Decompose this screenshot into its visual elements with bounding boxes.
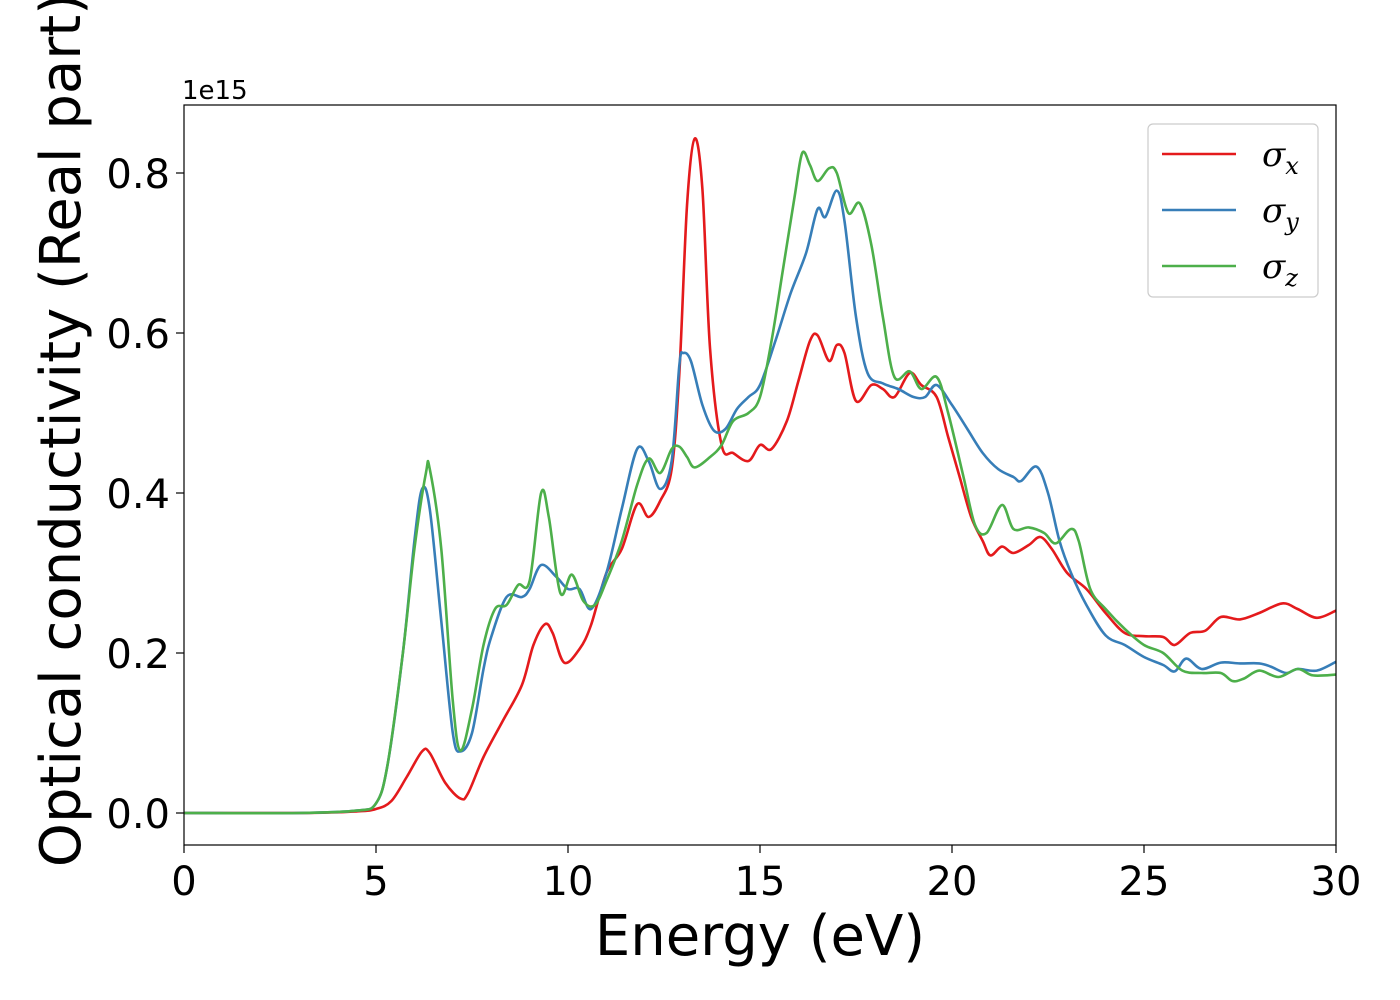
- y-tick-label: 0.4: [106, 472, 170, 518]
- plot-lines: [184, 137, 1336, 815]
- y-tick-label: 0.0: [106, 792, 170, 838]
- y-axis: 0.0 0.2 0.4 0.6 0.8: [106, 152, 184, 838]
- y-tick-label: 0.8: [106, 152, 170, 198]
- y-tick-label: 0.6: [106, 312, 170, 358]
- x-tick-label: 10: [543, 859, 594, 905]
- x-axis: 0 5 10 15 20 25 30: [171, 845, 1361, 905]
- x-tick-label: 5: [363, 859, 388, 905]
- series-line-x: [184, 137, 1336, 815]
- x-tick-label: 20: [927, 859, 978, 905]
- y-tick-label: 0.2: [106, 632, 170, 678]
- x-tick-label: 0: [171, 859, 196, 905]
- legend-label-x: σx: [1262, 135, 1299, 180]
- x-tick-label: 25: [1119, 859, 1170, 905]
- y-offset-label: 1e15: [182, 76, 248, 106]
- x-tick-label: 15: [735, 859, 786, 905]
- x-axis-title: Energy (eV): [595, 904, 925, 969]
- series-line-y: [184, 189, 1336, 815]
- x-tick-label: 30: [1311, 859, 1362, 905]
- series-line-z: [184, 150, 1336, 815]
- y-axis-title: Optical conductivity (Real part): [29, 0, 94, 867]
